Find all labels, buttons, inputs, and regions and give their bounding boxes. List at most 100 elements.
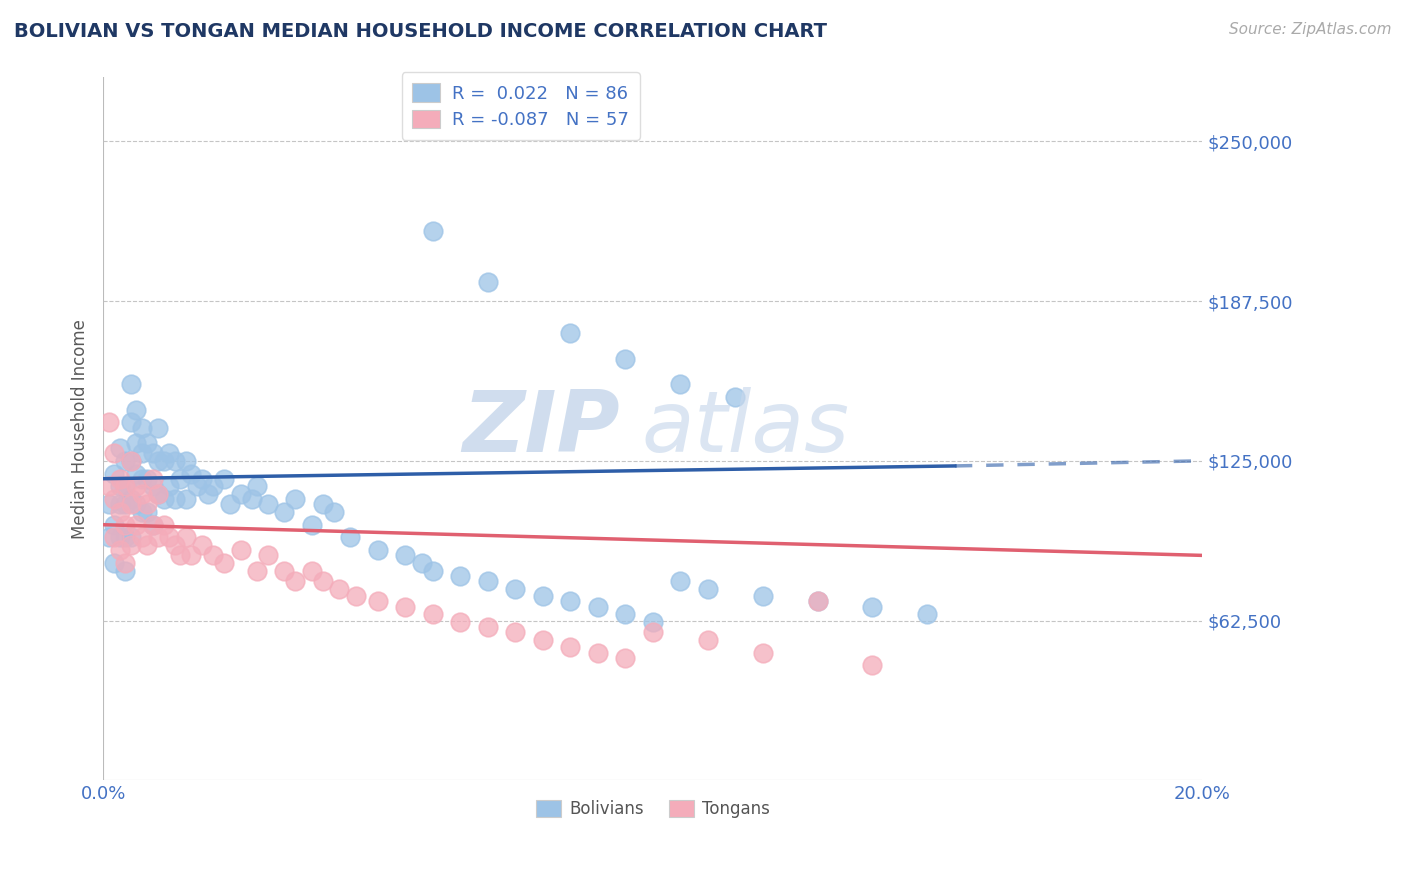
Point xyxy=(641,615,664,629)
Point xyxy=(125,479,148,493)
Point xyxy=(449,615,471,629)
Point xyxy=(422,607,444,622)
Point xyxy=(131,420,153,434)
Point xyxy=(669,574,692,588)
Point xyxy=(273,564,295,578)
Point xyxy=(120,416,142,430)
Point xyxy=(131,472,153,486)
Point xyxy=(120,538,142,552)
Point xyxy=(724,390,747,404)
Point xyxy=(229,487,252,501)
Point xyxy=(114,564,136,578)
Text: Source: ZipAtlas.com: Source: ZipAtlas.com xyxy=(1229,22,1392,37)
Point xyxy=(146,454,169,468)
Point xyxy=(152,492,174,507)
Point xyxy=(449,569,471,583)
Point xyxy=(120,531,142,545)
Point xyxy=(191,472,214,486)
Point xyxy=(560,326,582,340)
Point xyxy=(114,479,136,493)
Point xyxy=(586,599,609,614)
Point xyxy=(328,582,350,596)
Point xyxy=(218,497,240,511)
Point xyxy=(531,589,554,603)
Point xyxy=(806,594,828,608)
Point xyxy=(751,646,773,660)
Point xyxy=(152,517,174,532)
Point xyxy=(114,454,136,468)
Point xyxy=(125,402,148,417)
Point xyxy=(103,556,125,570)
Point xyxy=(142,517,165,532)
Point xyxy=(202,479,225,493)
Point xyxy=(136,505,159,519)
Point xyxy=(180,549,202,563)
Point xyxy=(191,538,214,552)
Point xyxy=(136,472,159,486)
Point xyxy=(146,531,169,545)
Point xyxy=(163,492,186,507)
Point xyxy=(120,377,142,392)
Point xyxy=(503,582,526,596)
Point xyxy=(344,589,367,603)
Point xyxy=(120,454,142,468)
Point xyxy=(641,625,664,640)
Legend: Bolivians, Tongans: Bolivians, Tongans xyxy=(529,793,776,825)
Point xyxy=(108,441,131,455)
Point xyxy=(157,446,180,460)
Point xyxy=(246,564,269,578)
Point xyxy=(108,531,131,545)
Point xyxy=(108,497,131,511)
Point xyxy=(125,497,148,511)
Point xyxy=(114,517,136,532)
Point xyxy=(120,497,142,511)
Point xyxy=(114,497,136,511)
Point xyxy=(229,543,252,558)
Point xyxy=(108,479,131,493)
Point xyxy=(560,640,582,655)
Point xyxy=(103,531,125,545)
Point xyxy=(108,472,131,486)
Point xyxy=(696,632,718,647)
Point xyxy=(411,556,433,570)
Point xyxy=(614,650,637,665)
Point xyxy=(614,351,637,366)
Point xyxy=(174,531,197,545)
Point xyxy=(114,556,136,570)
Point xyxy=(108,505,131,519)
Point xyxy=(152,454,174,468)
Point xyxy=(174,492,197,507)
Text: ZIP: ZIP xyxy=(463,387,620,470)
Point xyxy=(163,538,186,552)
Point xyxy=(394,549,416,563)
Text: BOLIVIAN VS TONGAN MEDIAN HOUSEHOLD INCOME CORRELATION CHART: BOLIVIAN VS TONGAN MEDIAN HOUSEHOLD INCO… xyxy=(14,22,827,41)
Point xyxy=(142,479,165,493)
Point xyxy=(103,446,125,460)
Point xyxy=(131,505,153,519)
Point xyxy=(284,492,307,507)
Point xyxy=(97,416,120,430)
Point xyxy=(917,607,939,622)
Point xyxy=(477,275,499,289)
Point xyxy=(146,487,169,501)
Y-axis label: Median Household Income: Median Household Income xyxy=(72,319,89,539)
Point xyxy=(103,467,125,481)
Point xyxy=(136,497,159,511)
Point xyxy=(103,492,125,507)
Point xyxy=(142,517,165,532)
Point xyxy=(114,531,136,545)
Point xyxy=(312,497,335,511)
Point xyxy=(120,454,142,468)
Point xyxy=(136,538,159,552)
Point xyxy=(197,487,219,501)
Point xyxy=(202,549,225,563)
Point xyxy=(131,446,153,460)
Point xyxy=(422,224,444,238)
Point xyxy=(394,599,416,614)
Point xyxy=(560,594,582,608)
Point xyxy=(136,436,159,450)
Point xyxy=(669,377,692,392)
Point xyxy=(806,594,828,608)
Point xyxy=(614,607,637,622)
Point xyxy=(246,479,269,493)
